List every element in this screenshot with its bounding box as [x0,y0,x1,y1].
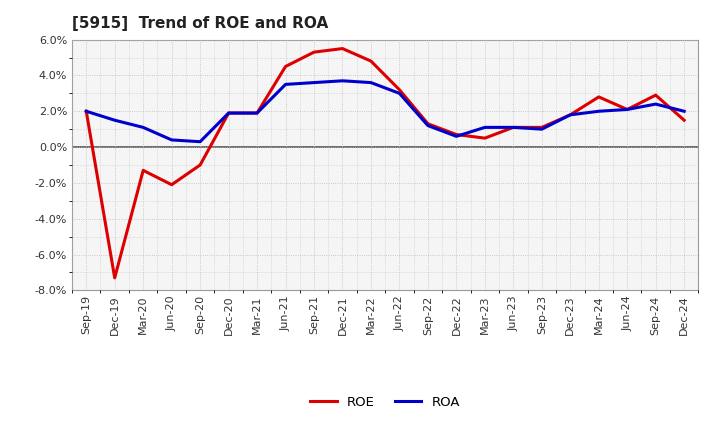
ROE [366,59,375,64]
ROE [509,125,518,130]
ROA [225,110,233,116]
ROE [452,132,461,137]
ROE [310,49,318,55]
ROE [139,168,148,173]
ROE [480,136,489,141]
ROE [680,117,688,123]
ROA [366,80,375,85]
ROA [310,80,318,85]
ROE [196,162,204,168]
ROE [423,121,432,126]
ROA [595,109,603,114]
ROE [395,87,404,92]
ROA [110,117,119,123]
Text: [5915]  Trend of ROE and ROA: [5915] Trend of ROE and ROA [72,16,328,32]
ROE [282,64,290,69]
ROE [338,46,347,51]
ROE [167,182,176,187]
ROE [82,109,91,114]
ROA [82,109,91,114]
ROE [595,94,603,99]
ROE [623,107,631,112]
ROA [480,125,489,130]
ROA [566,112,575,117]
ROA [652,102,660,107]
ROA [395,91,404,96]
ROA [282,82,290,87]
ROA [196,139,204,144]
ROA [537,127,546,132]
ROA [338,78,347,84]
ROA [509,125,518,130]
ROA [452,134,461,139]
ROA [680,109,688,114]
ROE [253,110,261,116]
ROA [139,125,148,130]
ROE [225,110,233,116]
ROE [652,92,660,98]
Line: ROE: ROE [86,48,684,278]
ROE [110,275,119,281]
ROA [423,123,432,128]
ROE [537,125,546,130]
ROA [253,110,261,116]
Line: ROA: ROA [86,81,684,142]
ROE [566,112,575,117]
ROA [167,137,176,143]
ROA [623,107,631,112]
Legend: ROE, ROA: ROE, ROA [305,391,466,414]
